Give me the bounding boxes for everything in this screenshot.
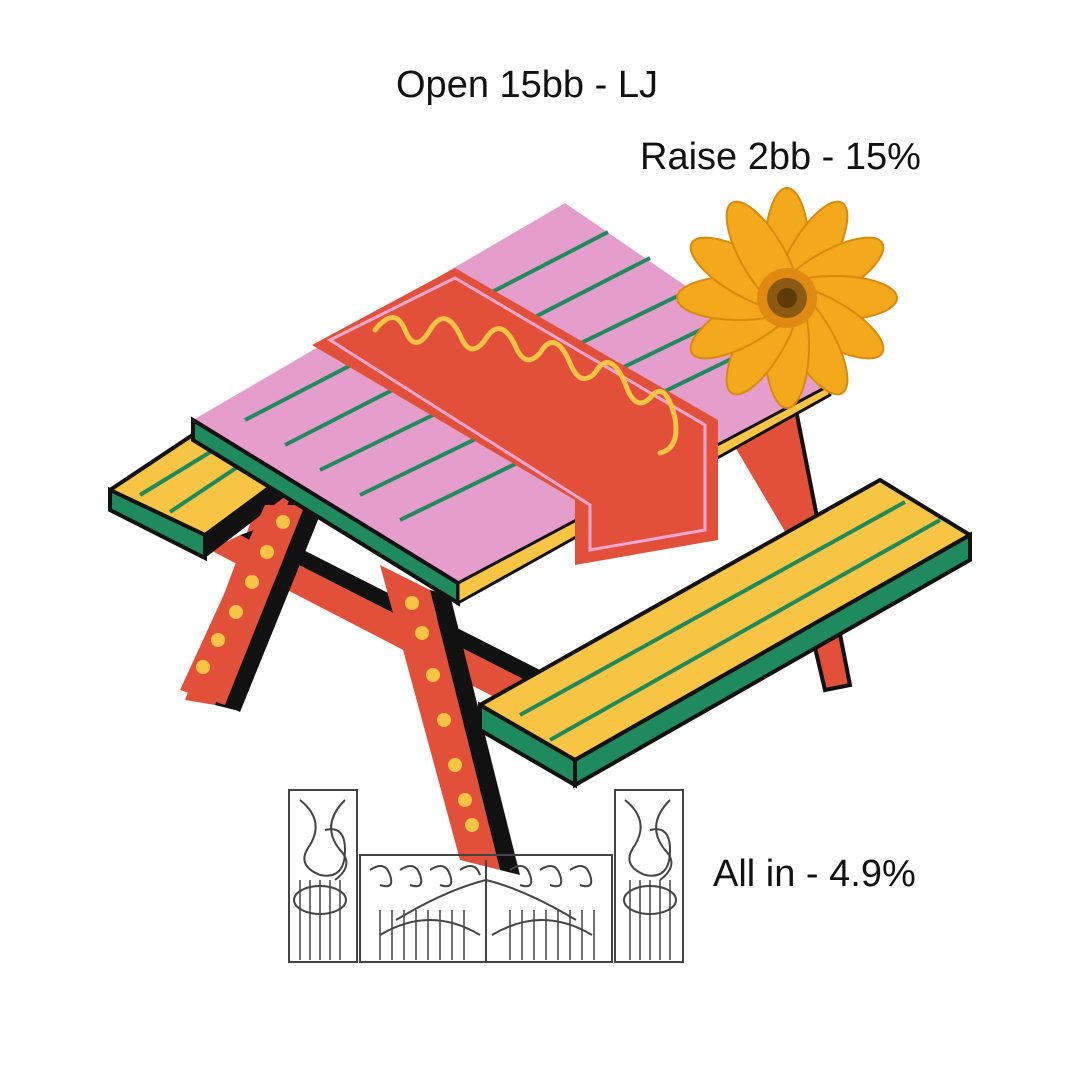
right-bench bbox=[478, 478, 972, 789]
picnic-table-icon bbox=[108, 203, 972, 875]
title-open-15bb-lj: Open 15bb - LJ bbox=[396, 64, 658, 106]
front-leg-left bbox=[180, 505, 305, 705]
leg-dots bbox=[196, 515, 479, 832]
back-leg-center bbox=[725, 420, 820, 540]
table-runner bbox=[312, 268, 718, 565]
flower-icon bbox=[676, 187, 898, 409]
action-all-in-label: All in - 4.9% bbox=[713, 853, 916, 895]
iron-gate-icon bbox=[288, 789, 684, 963]
action-raise-label: Raise 2bb - 15% bbox=[640, 136, 921, 178]
